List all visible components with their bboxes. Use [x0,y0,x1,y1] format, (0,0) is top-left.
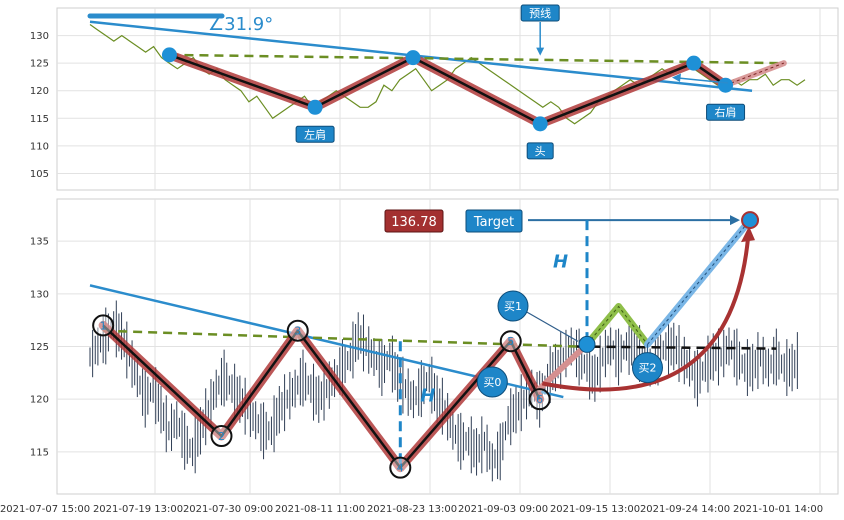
top-frame [56,7,839,191]
pattern-pivot-circle [499,330,522,353]
entry-label: 买0 [483,376,501,389]
entry-label: 买1 [504,300,522,313]
x-tick-label: 2021-07-19 13:00 [93,504,183,515]
price-badge: 136.78 [391,215,437,230]
bottom-y-tick-label: 115 [30,447,49,458]
projection-pullback-dash [586,305,648,345]
trend-pointer [677,77,729,84]
pivot-marker [686,55,702,71]
target-curve [541,237,751,392]
pattern-pivot-circle [286,319,309,342]
h-label-pattern: H [420,385,435,406]
entry-badge [476,366,508,398]
pivot-marker [718,77,734,93]
bottom-y-tick-label: 120 [30,395,49,406]
x-tick-label: 2021-07-30 09:00 [183,504,273,515]
top-zigzag-projection-dash [725,62,784,86]
entry-label: 买2 [638,362,656,375]
pivot-label-box [706,103,746,121]
x-tick-label: 2021-09-03 09:00 [458,504,548,515]
neckline-label: 预线 [529,6,551,20]
x-tick-label: 2021-07-07 15:00 [0,504,90,515]
top-y-tick-label: 115 [30,114,49,125]
angle-label: ∠31.9° [208,14,273,35]
pattern-pivot-number: 6 [536,393,543,406]
target-marker [741,211,760,230]
neckline-extension [576,345,777,350]
pivot-label: 右肩 [715,105,737,119]
target-label: Target [473,215,514,230]
pivot-marker [161,47,177,63]
bottom-neckline [103,329,577,348]
target-arrow-head [730,215,740,226]
top-y-tick-label: 105 [30,169,49,180]
target-label-box [465,209,523,233]
pivot-label: 头 [535,145,546,158]
neckline-label-box [520,4,560,22]
x-tick-label: 2021-08-23 13:00 [367,504,457,515]
pattern-pivot-circle [210,425,233,448]
pivot-label: 左肩 [304,127,326,141]
top-y-tick-label: 120 [30,86,49,97]
pivot-label-box [526,142,554,160]
entry-badge [497,290,529,322]
top-y-tick-label: 110 [30,141,49,152]
pattern-pivot-number: 5 [507,335,514,348]
pivot-marker [532,116,548,132]
bottom-y-tick-label: 125 [30,342,49,353]
trend-pointer-head [672,73,681,82]
top-y-tick-label: 130 [30,31,49,42]
pattern-pivot-number: 2 [218,430,225,443]
price-badge-box [384,209,444,233]
pivot-marker [405,50,421,66]
pattern-pivot-circle [528,388,551,411]
bottom-y-tick-label: 135 [30,237,49,248]
pattern-pivot-circle [389,456,412,479]
pattern-pivot-number: 3 [294,325,301,338]
x-tick-label: 2021-09-24 14:00 [640,504,730,515]
h-label-target: H [553,251,568,272]
pivot-label-box [295,125,335,143]
top-y-tick-label: 125 [30,59,49,70]
projection-rise-dash [647,219,751,345]
target-curve-head [741,226,755,243]
entry-point [578,335,596,353]
entry-pointer [524,310,579,342]
pattern-pivot-number: 1 [100,319,107,332]
top-neckline [169,53,784,65]
neckline-pointer-head [536,47,545,56]
x-tick-label: 2021-08-11 11:00 [275,504,365,515]
x-tick-label: 2021-09-15 13:00 [550,504,640,515]
pivot-marker [307,99,323,115]
pattern-pivot-circle [92,314,115,337]
projection-breakout [536,341,590,392]
entry-badge [631,352,663,384]
x-tick-label: 2021-10-01 14:00 [733,504,823,515]
bottom-y-tick-label: 130 [30,289,49,300]
pattern-pivot-number: 4 [397,462,404,475]
